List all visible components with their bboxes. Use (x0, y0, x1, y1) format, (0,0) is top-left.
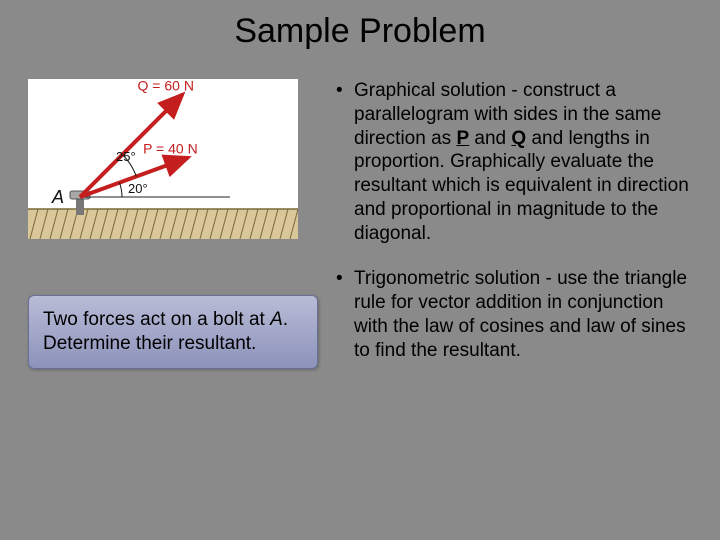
bullet-2-text: Trigonometric solution - use the triangl… (354, 267, 692, 362)
left-column: A Q = 60 N P = 40 N 20° 25° Two forces act o… (28, 79, 318, 384)
bullet-1: • Graphical solution - construct a paral… (336, 79, 692, 245)
diagram-svg: A Q = 60 N P = 40 N 20° 25° (28, 79, 298, 239)
svg-text:A: A (51, 187, 64, 207)
svg-text:Q = 60 N: Q = 60 N (138, 79, 194, 93)
force-diagram: A Q = 60 N P = 40 N 20° 25° (28, 79, 298, 239)
callout-italic: A (270, 309, 283, 330)
problem-callout: Two forces act on a bolt at A. Determine… (28, 295, 318, 369)
bullet-dot-icon: • (336, 79, 354, 245)
right-column: • Graphical solution - construct a paral… (336, 79, 692, 384)
svg-text:P = 40 N: P = 40 N (143, 141, 198, 157)
bullet-1-text: Graphical solution - construct a paralle… (354, 79, 692, 245)
b1-bold-q: Q (511, 128, 526, 149)
b1-mid: and (469, 128, 511, 149)
b1-bold-p: P (456, 128, 469, 149)
bullet-2: • Trigonometric solution - use the trian… (336, 267, 692, 362)
svg-text:25°: 25° (116, 149, 136, 164)
svg-text:20°: 20° (128, 181, 148, 196)
slide: Sample Problem A Q = 60 N P = 40 N 20° 25° T… (0, 0, 720, 540)
slide-title: Sample Problem (28, 12, 692, 51)
content-row: A Q = 60 N P = 40 N 20° 25° Two forces act o… (28, 79, 692, 384)
callout-text-1: Two forces act on a bolt at (43, 309, 270, 330)
bullet-dot-icon: • (336, 267, 354, 362)
